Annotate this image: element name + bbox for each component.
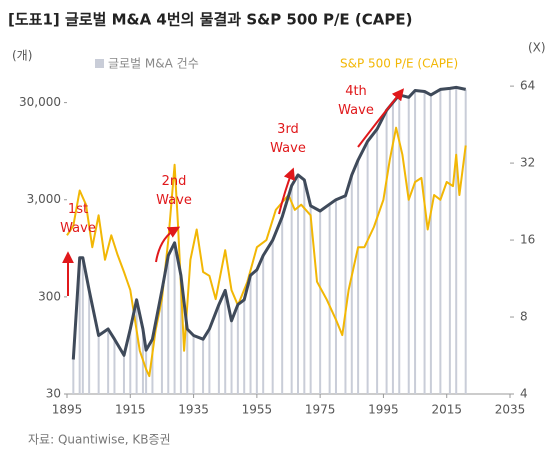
y2-tick-label: 4 xyxy=(520,387,528,401)
bar xyxy=(303,179,306,394)
x-tick-label: 1915 xyxy=(115,403,146,417)
legend-label: S&P 500 P/E (CAPE) xyxy=(340,57,458,71)
x-tick-label: 1955 xyxy=(242,403,273,417)
source: 자료: Quantiwise, KB증권 xyxy=(28,433,171,447)
bar xyxy=(135,299,138,394)
arrow xyxy=(278,167,295,215)
x-tick-label: 1975 xyxy=(305,403,336,417)
x-tick-label: 2035 xyxy=(495,403,526,417)
bar xyxy=(376,129,379,394)
annotation: 1st Wave xyxy=(60,202,96,236)
y2-tick-label: 16 xyxy=(520,233,535,247)
bar xyxy=(107,329,110,394)
annotation: 2nd Wave xyxy=(156,174,192,208)
bar xyxy=(192,335,195,394)
bar xyxy=(271,240,274,394)
bar xyxy=(350,174,353,394)
bar xyxy=(129,329,132,394)
legend-swatch xyxy=(95,59,104,68)
x-tick-label: 1995 xyxy=(368,403,399,417)
bar xyxy=(230,320,233,394)
bar xyxy=(464,89,467,395)
bar xyxy=(407,97,410,394)
bar xyxy=(414,90,417,394)
bar xyxy=(81,257,84,394)
legend-label: 글로벌 M&A 건수 xyxy=(108,57,199,71)
bar xyxy=(309,205,312,394)
arrow xyxy=(155,226,181,263)
bar xyxy=(88,290,91,394)
arrows xyxy=(62,88,405,296)
x-tick-label: 1935 xyxy=(178,403,209,417)
bar xyxy=(344,195,347,394)
bar xyxy=(208,329,211,394)
bar xyxy=(224,290,227,394)
y-unit: (개) xyxy=(12,49,32,63)
y-tick-label: 300 xyxy=(38,289,61,303)
bar xyxy=(262,255,265,394)
bar xyxy=(455,87,458,394)
arrow xyxy=(357,88,405,148)
y2-tick-label: 8 xyxy=(520,310,528,324)
line xyxy=(66,126,467,378)
annotation: 3rd Wave xyxy=(270,122,306,156)
bar xyxy=(328,204,331,394)
bar xyxy=(151,339,154,394)
bar xyxy=(334,199,337,394)
bar xyxy=(281,216,284,394)
bar xyxy=(167,255,170,394)
bar xyxy=(366,141,369,394)
bar xyxy=(78,257,81,394)
chart-title: [도표1] 글로벌 M&A 4번의 물결과 S&P 500 P/E (CAPE) xyxy=(8,11,412,29)
bar xyxy=(249,275,252,394)
bar xyxy=(439,89,442,395)
annotation: 4th Wave xyxy=(338,84,374,118)
bar xyxy=(217,304,220,394)
bar xyxy=(72,359,75,394)
x-tick-label: 2015 xyxy=(431,403,462,417)
bar xyxy=(236,304,239,394)
bar xyxy=(357,159,360,394)
y-tick-label: 30 xyxy=(46,387,61,401)
bar xyxy=(398,94,401,394)
bar xyxy=(319,210,322,394)
y-tick-label: 30,000 xyxy=(19,95,61,109)
bar xyxy=(160,290,163,394)
bar xyxy=(179,275,182,394)
bar xyxy=(296,174,299,394)
bar xyxy=(243,299,246,394)
bar xyxy=(97,335,100,394)
bar xyxy=(173,242,176,394)
bar xyxy=(255,269,258,394)
bar xyxy=(423,91,426,395)
bar xyxy=(429,94,432,394)
x-tick-label: 1895 xyxy=(52,403,83,417)
bar xyxy=(391,102,394,395)
bar xyxy=(290,185,293,394)
bar xyxy=(385,110,388,395)
y2-unit: (X) xyxy=(528,41,546,55)
bar xyxy=(145,350,148,394)
y2-tick-label: 32 xyxy=(520,156,535,170)
y-tick-label: 3,000 xyxy=(27,192,61,206)
bar xyxy=(113,339,116,394)
bar xyxy=(202,339,205,394)
bar xyxy=(186,329,189,394)
y2-tick-label: 64 xyxy=(520,79,535,93)
bar xyxy=(122,355,125,394)
bar xyxy=(448,88,451,395)
